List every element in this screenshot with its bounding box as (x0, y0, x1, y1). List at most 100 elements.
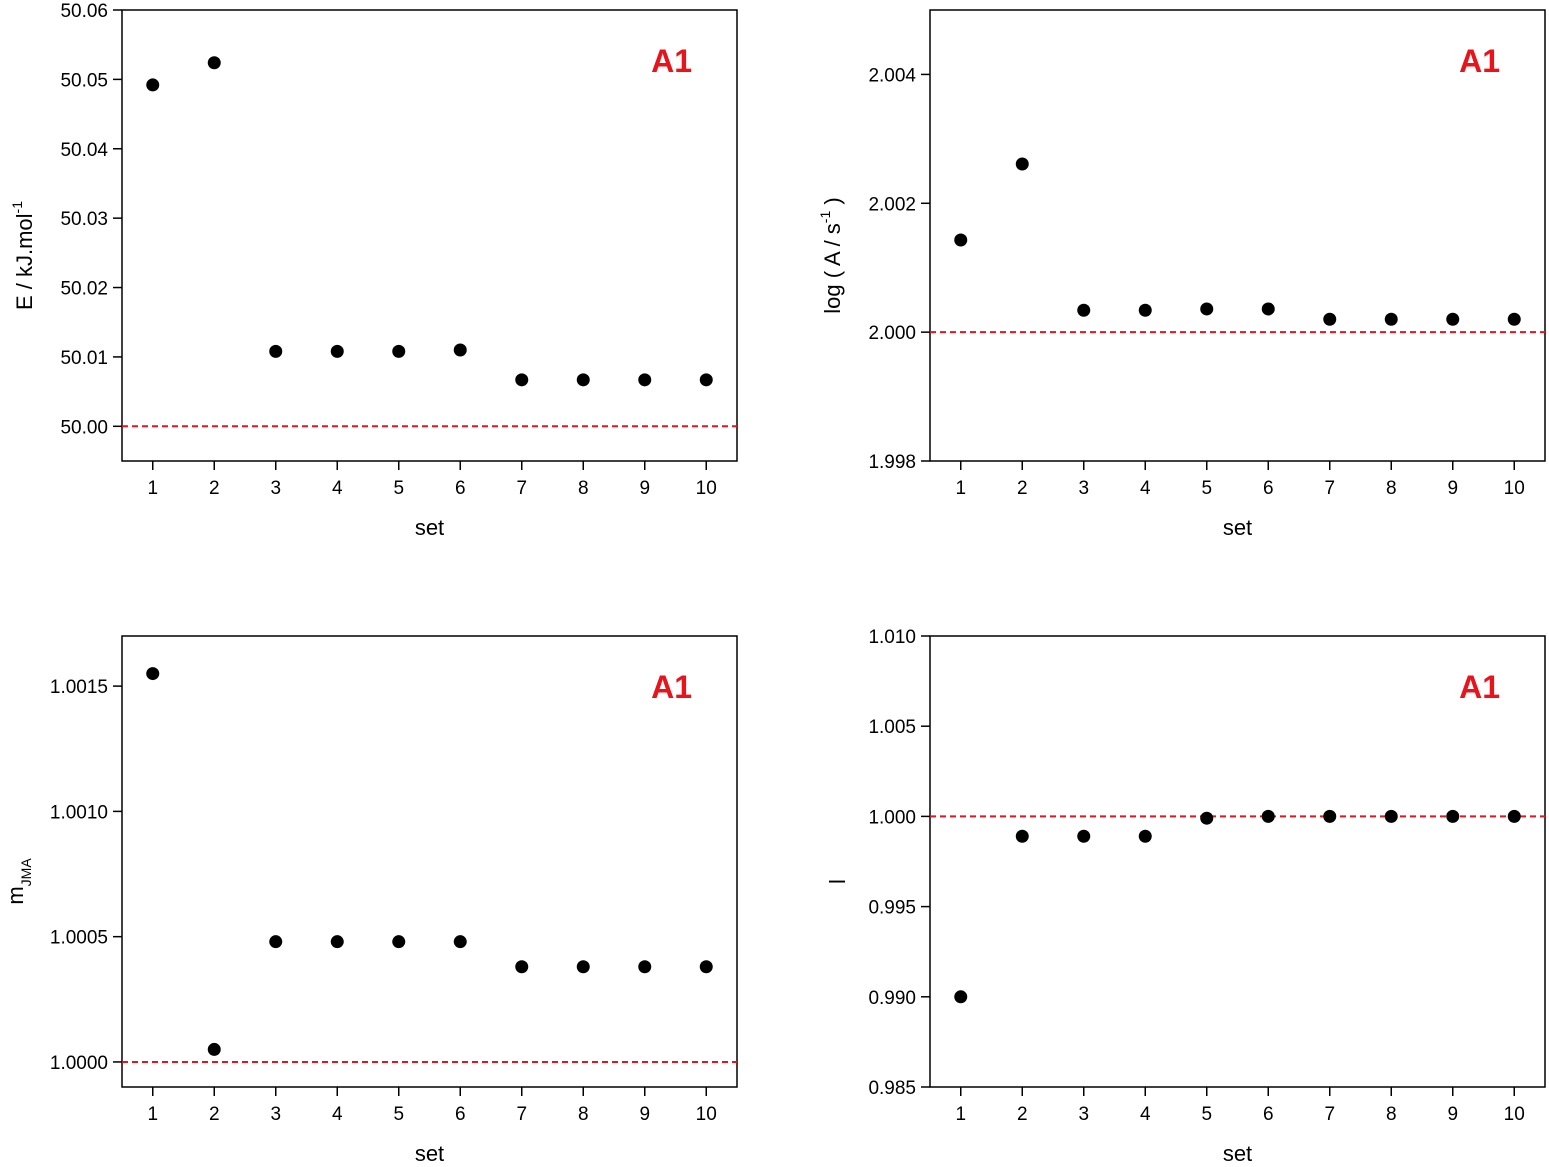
x-tick-label: 3 (1078, 478, 1089, 499)
y-tick-label: 50.04 (60, 140, 108, 161)
x-tick-label: 1 (147, 1104, 158, 1125)
data-point (146, 78, 160, 92)
plot-frame (121, 635, 738, 1088)
y-axis-label: E / kJ.mol-1 (9, 201, 37, 310)
y-tick-label: 1.0005 (50, 928, 108, 949)
data-point (1323, 809, 1337, 823)
x-tick-label: 6 (455, 478, 466, 499)
data-point (207, 56, 221, 70)
data-point (1261, 809, 1275, 823)
data-point (515, 373, 529, 387)
panel: 50.00 50.01 50.02 50.03 50.04 50.05 50.06 1 2 3 4 5… (9, 1, 738, 540)
x-tick-label: 5 (393, 478, 404, 499)
x-tick-label: 8 (578, 1104, 589, 1125)
x-tick-label: 7 (1324, 1104, 1335, 1125)
data-point (638, 960, 652, 974)
y-tick-label: 2.002 (868, 194, 916, 215)
data-point (1507, 809, 1521, 823)
x-tick-label: 7 (1324, 478, 1335, 499)
data-point (1138, 829, 1152, 843)
y-tick-label: 2.004 (868, 65, 916, 86)
x-tick-label: 6 (455, 1104, 466, 1125)
y-tick-label: 0.995 (868, 898, 916, 919)
data-point (1200, 302, 1214, 316)
x-tick-label: 7 (516, 1104, 527, 1125)
y-tick-label: 1.010 (868, 627, 916, 648)
y-axis-label-text: log ( A / s (820, 223, 845, 314)
x-tick-label: 5 (393, 1104, 404, 1125)
annotation: A1 (651, 43, 692, 79)
data-point (1446, 809, 1460, 823)
data-point (1200, 811, 1214, 825)
y-tick-label: 1.0010 (50, 802, 108, 823)
x-tick-label: 5 (1201, 1104, 1212, 1125)
y-axis-label: l (825, 879, 850, 884)
x-tick-label: 2 (1017, 478, 1028, 499)
data-point (576, 960, 590, 974)
y-tick-label: 1.000 (868, 807, 916, 828)
annotation: A1 (651, 669, 692, 705)
data-point (638, 373, 652, 387)
x-tick-label: 9 (639, 1104, 650, 1125)
x-axis-label: set (415, 515, 444, 540)
x-tick-label: 3 (270, 1104, 281, 1125)
x-tick-label: 6 (1263, 478, 1274, 499)
data-point (269, 344, 283, 358)
x-tick-label: 9 (639, 478, 650, 499)
x-tick-label: 4 (1140, 1104, 1151, 1125)
data-point (330, 935, 344, 949)
data-point (1015, 829, 1029, 843)
x-tick-label: 10 (1504, 1104, 1525, 1125)
data-point (392, 935, 406, 949)
data-point (1446, 312, 1460, 326)
data-point (515, 960, 529, 974)
x-tick-label: 3 (270, 478, 281, 499)
data-point (453, 343, 467, 357)
x-tick-label: 1 (147, 478, 158, 499)
y-tick-label: 50.02 (60, 279, 108, 300)
data-point (207, 1042, 221, 1056)
x-axis-label: set (415, 1141, 444, 1166)
x-tick-label: 8 (1386, 478, 1397, 499)
x-tick-label: 4 (1140, 478, 1151, 499)
x-tick-label: 2 (1017, 1104, 1028, 1125)
x-tick-label: 10 (696, 1104, 717, 1125)
panel: 0.985 0.990 0.995 1.000 1.005 1.010 1 2 3 4 5 6 7 8 9 1… (825, 627, 1546, 1166)
y-tick-label: 1.0015 (50, 677, 108, 698)
x-tick-label: 2 (209, 1104, 220, 1125)
data-point (699, 960, 713, 974)
data-point (453, 935, 467, 949)
panel: 1.998 2.000 2.002 2.004 1 2 3 4 5 6 7 8 9 10 set log ( … (817, 9, 1546, 540)
y-tick-label: 1.0000 (50, 1053, 108, 1074)
data-point (330, 344, 344, 358)
data-point (1323, 312, 1337, 326)
x-axis-label: set (1223, 1141, 1252, 1166)
y-axis-label-text: l (825, 879, 850, 884)
x-tick-label: 8 (1386, 1104, 1397, 1125)
x-tick-label: 10 (1504, 478, 1525, 499)
y-axis-label-suffix: ) (820, 197, 845, 210)
data-point (392, 344, 406, 358)
data-point (954, 233, 968, 247)
x-tick-label: 1 (955, 478, 966, 499)
y-tick-label: 50.03 (60, 209, 108, 230)
panel: 1.0000 1.0005 1.0010 1.0015 1 2 3 4 5 6 7 8 9 10 set mJ… (3, 635, 738, 1166)
x-tick-label: 9 (1447, 478, 1458, 499)
y-tick-label: 1.005 (868, 717, 916, 738)
y-tick-label: 50.06 (60, 1, 108, 22)
x-tick-label: 5 (1201, 478, 1212, 499)
x-tick-label: 7 (516, 478, 527, 499)
y-tick-label: 1.998 (868, 452, 916, 473)
y-tick-label: 2.000 (868, 323, 916, 344)
x-tick-label: 3 (1078, 1104, 1089, 1125)
x-tick-label: 10 (696, 478, 717, 499)
data-point (1077, 829, 1091, 843)
y-axis-label: log ( A / s-1 ) (817, 197, 845, 313)
y-tick-label: 50.05 (60, 70, 108, 91)
annotation: A1 (1459, 43, 1500, 79)
y-axis-label-subscript: JMA (18, 858, 34, 887)
data-point (1507, 312, 1521, 326)
data-point (1077, 303, 1091, 317)
data-point (269, 935, 283, 949)
